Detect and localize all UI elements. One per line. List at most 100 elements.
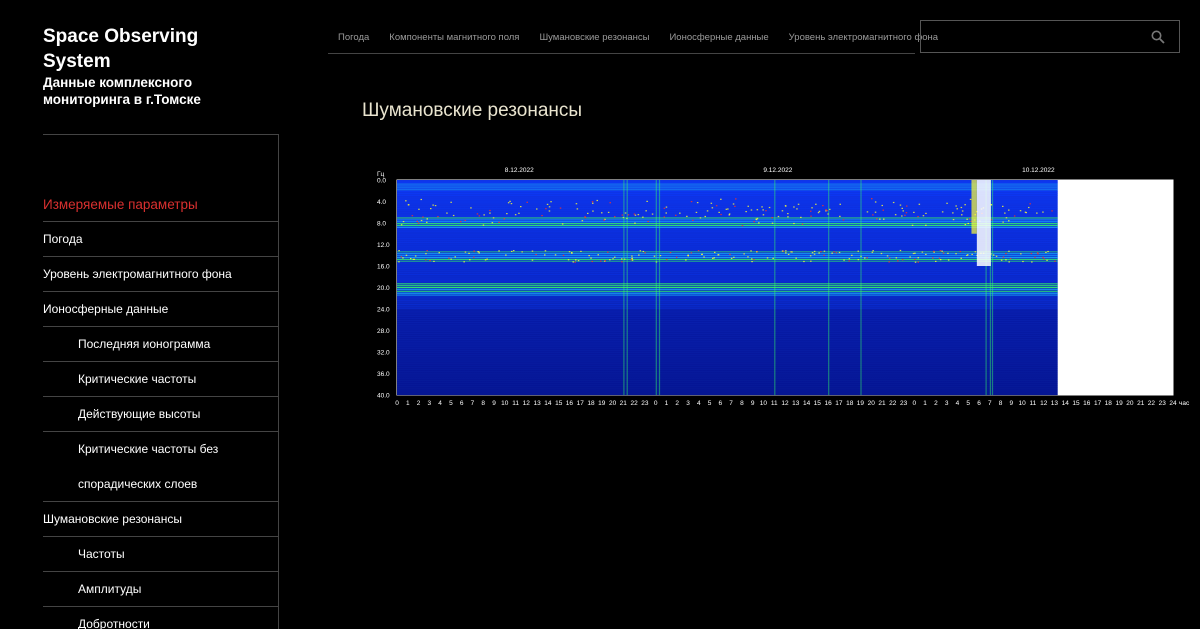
- spectro-speckle: [637, 214, 640, 216]
- spectro-interference-line: [655, 180, 657, 395]
- sidebar-item-em-background[interactable]: Уровень электромагнитного фона: [43, 257, 278, 292]
- sidebar-item-ionosphere[interactable]: Ионосферные данные: [43, 292, 278, 327]
- spectro-speckle: [810, 210, 812, 212]
- x-tick-label: 15: [814, 400, 822, 407]
- spectro-speckle: [876, 218, 878, 220]
- search-input[interactable]: [921, 21, 1152, 52]
- spectro-speckle: [1024, 211, 1027, 213]
- spectro-speckle: [510, 203, 513, 205]
- spectro-speckle: [952, 219, 955, 221]
- topnav-item-em-background[interactable]: Уровень электромагнитного фона: [788, 32, 939, 43]
- spectro-speckle: [756, 251, 758, 253]
- spectro-band: [397, 394, 1058, 396]
- spectro-speckle: [482, 224, 485, 226]
- spectro-band: [397, 337, 1058, 339]
- spectro-speckle: [925, 212, 927, 214]
- x-tick-label: 22: [889, 400, 897, 407]
- spectro-interference-line: [828, 180, 830, 395]
- spectro-speckle: [469, 259, 471, 261]
- sidebar-item-critical-no-sporadic[interactable]: Критические частоты без спорадических сл…: [43, 432, 278, 502]
- spectro-speckle: [860, 255, 862, 257]
- spectro-band: [397, 262, 1058, 264]
- sidebar-item-critical-freq[interactable]: Критические частоты: [43, 362, 278, 397]
- spectro-speckle: [892, 201, 895, 204]
- sidebar-item-frequencies[interactable]: Частоты: [43, 537, 278, 572]
- spectro-speckle: [653, 255, 656, 257]
- spectro-band: [397, 388, 1058, 390]
- spectro-band: [397, 392, 1058, 394]
- y-tick-label: 40.0: [377, 393, 390, 400]
- spectro-speckle: [960, 206, 963, 209]
- spectro-speckle: [531, 259, 534, 261]
- spectro-speckle: [966, 254, 968, 256]
- spectro-speckle: [901, 259, 904, 261]
- spectro-speckle: [842, 219, 845, 221]
- spectro-speckle: [823, 254, 825, 256]
- spectro-speckle: [883, 218, 885, 220]
- x-tick-label: 0: [395, 400, 399, 407]
- x-tick-label: 22: [1148, 400, 1156, 407]
- x-tick-label: 22: [630, 400, 638, 407]
- sidebar-item-last-ionogram[interactable]: Последняя ионограмма: [43, 327, 278, 362]
- spectro-speckle: [1054, 260, 1056, 262]
- spectro-speckle: [914, 261, 917, 263]
- spectro-speckle: [644, 252, 646, 254]
- spectro-speckle: [405, 200, 407, 202]
- spectro-speckle: [935, 260, 937, 262]
- spectro-band: [397, 315, 1058, 317]
- spectro-speckle: [1019, 210, 1022, 212]
- x-tick-label: 6: [718, 400, 722, 407]
- spectro-speckle: [797, 203, 800, 205]
- spectro-speckle: [477, 251, 480, 253]
- spectro-speckle: [880, 252, 883, 255]
- sidebar-item-schumann[interactable]: Шумановские резонансы: [43, 502, 278, 537]
- x-tick-label: 18: [587, 400, 595, 407]
- spectro-speckle: [1013, 215, 1016, 217]
- spectro-interference-line: [623, 180, 625, 395]
- spectro-band: [397, 320, 1058, 323]
- sidebar-item-weather[interactable]: Погода: [43, 222, 278, 257]
- spectro-speckle: [1008, 209, 1010, 211]
- sidebar-item-amplitudes[interactable]: Амплитуды: [43, 572, 278, 607]
- topnav-item-weather[interactable]: Погода: [338, 32, 370, 43]
- spectro-speckle: [750, 250, 752, 252]
- spectro-band: [397, 358, 1058, 360]
- spectro-speckle: [897, 260, 899, 262]
- x-tick-label: 8: [999, 400, 1003, 407]
- spectro-speckle: [1030, 252, 1033, 255]
- spectro-band: [397, 354, 1058, 356]
- search-icon[interactable]: [1151, 30, 1165, 44]
- spectro-speckle: [536, 208, 538, 210]
- spectro-speckle: [800, 216, 802, 218]
- x-tick-label: 19: [1115, 400, 1123, 407]
- x-tick-label: 2: [675, 400, 679, 407]
- spectro-speckle: [866, 211, 869, 213]
- spectro-speckle: [715, 205, 718, 207]
- spectro-band: [397, 270, 1058, 272]
- sidebar-menu: Погода Уровень электромагнитного фона Ио…: [43, 222, 278, 629]
- spectro-band: [397, 352, 1058, 355]
- x-tick-label: 23: [900, 400, 908, 407]
- topnav-item-schumann[interactable]: Шумановские резонансы: [539, 32, 650, 43]
- topnav-item-ionosphere[interactable]: Ионосферные данные: [669, 32, 769, 43]
- spectro-speckle: [587, 212, 589, 214]
- spectro-speckle: [791, 251, 793, 253]
- spectro-speckle: [888, 261, 890, 263]
- spectro-speckle: [955, 205, 957, 207]
- spectro-band: [397, 343, 1058, 345]
- spectro-speckle: [727, 208, 729, 210]
- sidebar-item-q-factors[interactable]: Добротности: [43, 607, 278, 629]
- spectro-speckle: [429, 260, 431, 262]
- page-title: Шумановские резонансы: [362, 100, 583, 121]
- spectro-band: [397, 384, 1058, 386]
- site-title[interactable]: Space Observing System: [43, 26, 199, 72]
- spectro-speckle: [588, 255, 590, 257]
- y-tick-label: 32.0: [377, 350, 390, 357]
- spectro-burst-edge: [971, 180, 977, 234]
- sidebar-item-heights[interactable]: Действующие высоты: [43, 397, 278, 432]
- spectro-speckle: [882, 209, 884, 211]
- topnav-item-magnetic[interactable]: Компоненты магнитного поля: [389, 32, 520, 43]
- spectro-band: [397, 271, 1058, 274]
- spectro-band: [397, 341, 1058, 343]
- spectro-speckle: [434, 205, 437, 207]
